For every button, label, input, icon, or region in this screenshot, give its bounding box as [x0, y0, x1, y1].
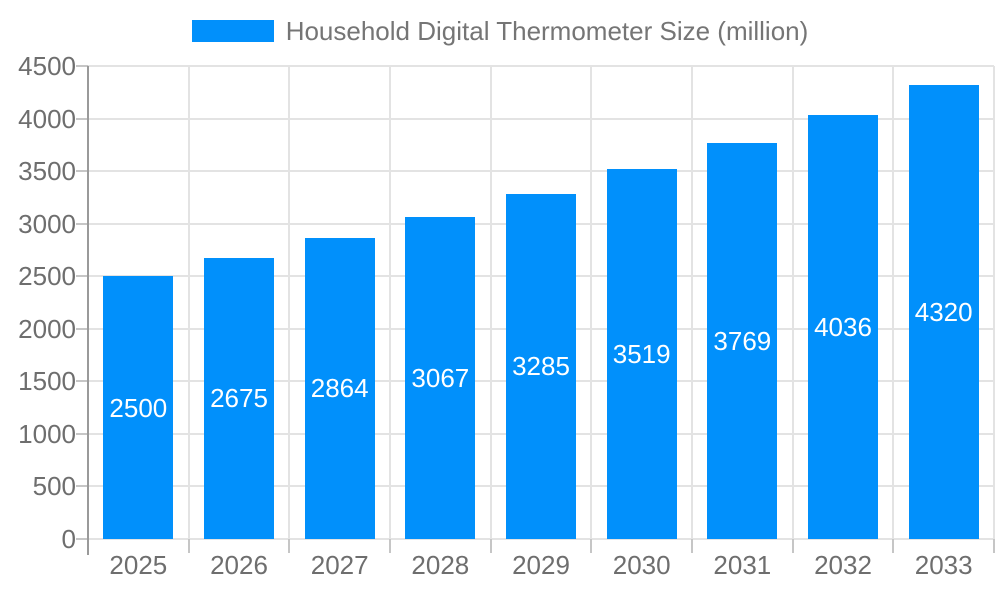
y-axis-tick — [76, 538, 88, 540]
x-tick-label: 2028 — [411, 550, 470, 580]
x-gridline — [791, 66, 794, 539]
y-axis-tick — [76, 222, 88, 225]
legend-swatch[interactable] — [191, 20, 274, 42]
bar[interactable]: 3067 — [405, 216, 476, 539]
x-axis-tick — [993, 539, 995, 553]
x-gridline — [389, 66, 391, 539]
bar-value-label: 2500 — [109, 392, 168, 423]
x-gridline — [288, 66, 291, 539]
y-gridline — [88, 170, 994, 173]
x-tick-label: 2032 — [814, 550, 872, 580]
y-gridline — [88, 117, 994, 120]
y-tick-label: 4500 — [18, 51, 76, 81]
x-gridline — [993, 66, 995, 539]
x-gridline — [691, 66, 693, 539]
y-axis-tick — [76, 327, 88, 330]
x-gridline — [590, 66, 593, 539]
x-axis-tick — [187, 539, 190, 553]
y-tick-label: 3000 — [18, 208, 76, 239]
y-gridline — [88, 65, 994, 67]
bar[interactable]: 2864 — [304, 237, 375, 539]
y-tick-label: 1000 — [18, 418, 76, 449]
y-axis-tick — [76, 170, 88, 173]
x-tick-label: 2029 — [512, 550, 570, 580]
x-axis-tick — [489, 539, 492, 553]
y-tick-label: 2000 — [18, 313, 76, 344]
x-tick-label: 2026 — [210, 550, 268, 580]
y-tick-label: 3500 — [18, 156, 76, 187]
bar[interactable]: 3769 — [707, 142, 778, 539]
bar-value-label: 2675 — [210, 383, 268, 414]
bar[interactable]: 3519 — [606, 169, 677, 539]
x-tick-label: 2027 — [310, 550, 369, 580]
y-gridline — [88, 538, 994, 540]
bar-value-label: 2864 — [310, 373, 369, 404]
bar[interactable]: 3285 — [506, 193, 576, 539]
x-gridline — [187, 66, 190, 539]
legend-label[interactable]: Household Digital Thermometer Size (mill… — [285, 15, 809, 46]
y-axis-tick — [76, 117, 88, 120]
y-tick-label: 500 — [32, 471, 76, 502]
y-tick-label: 2500 — [18, 261, 76, 292]
x-gridline — [489, 66, 492, 539]
bar-value-label: 4036 — [814, 311, 872, 342]
x-tick-label: 2033 — [914, 550, 973, 580]
x-axis-tick — [892, 539, 895, 553]
bar[interactable]: 2500 — [103, 276, 174, 539]
legend: Household Digital Thermometer Size (mill… — [0, 8, 1000, 54]
bar[interactable]: 4036 — [808, 114, 878, 539]
y-tick-label: 1500 — [18, 366, 76, 397]
x-tick-label: 2025 — [109, 550, 168, 580]
x-axis-tick — [791, 539, 794, 553]
bar-value-label: 3285 — [512, 351, 570, 382]
bar-value-label: 4320 — [914, 296, 973, 327]
y-axis-tick — [76, 380, 88, 383]
x-tick-label: 2031 — [713, 550, 772, 580]
y-tick-label: 4000 — [18, 103, 76, 134]
x-axis-tick — [590, 539, 593, 553]
x-tick-label: 2030 — [612, 550, 671, 580]
x-axis-tick — [389, 539, 391, 553]
x-axis-tick — [691, 539, 693, 553]
y-axis-tick — [76, 65, 88, 67]
bar[interactable]: 2675 — [204, 257, 274, 539]
bar-value-label: 3769 — [713, 325, 772, 356]
bar[interactable]: 4320 — [908, 84, 979, 539]
x-axis-tick — [288, 539, 291, 553]
plot-area: 0 500 1000 1500 2000 2500 3000 3500 4000 4500 2500… — [18, 53, 995, 580]
y-axis-tick — [76, 275, 88, 278]
bar-value-label: 3067 — [411, 362, 470, 393]
y-axis-tick — [76, 432, 88, 435]
y-axis-line — [87, 66, 89, 555]
x-gridline — [892, 66, 895, 539]
y-axis-tick — [76, 485, 88, 488]
y-tick-label: 0 — [61, 524, 76, 554]
bar-value-label: 3519 — [612, 339, 671, 370]
